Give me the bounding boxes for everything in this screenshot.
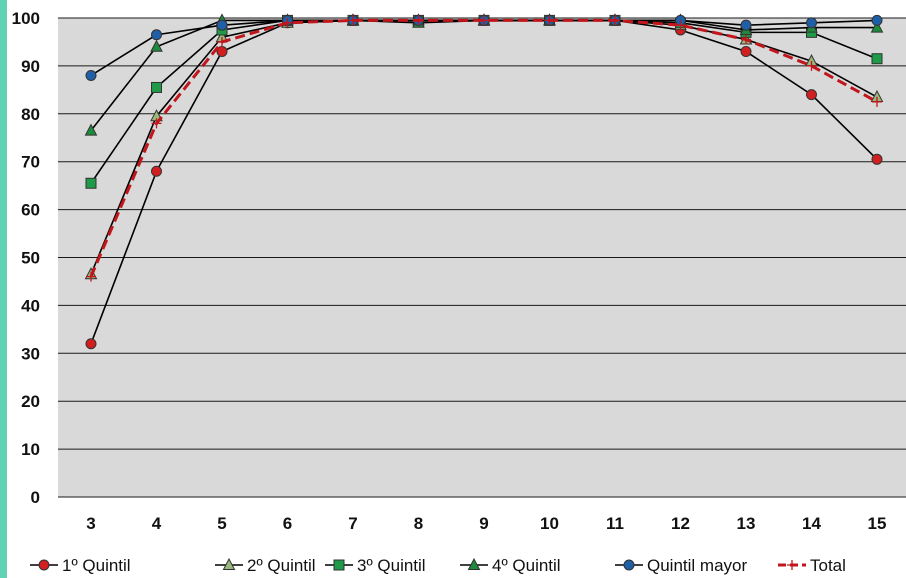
data-point: [872, 96, 882, 107]
data-point: [151, 81, 162, 93]
x-tick-label: 14: [802, 514, 821, 533]
legend-item-1: 2º Quintil: [215, 556, 316, 575]
y-tick-label: 100: [12, 9, 40, 28]
legend-label: Quintil mayor: [647, 556, 747, 575]
data-point: [217, 36, 227, 47]
left-edge-strip: [0, 0, 7, 578]
y-tick-label: 80: [21, 105, 40, 124]
y-tick-label: 70: [21, 153, 40, 172]
data-point: [85, 338, 97, 350]
data-point: [806, 17, 817, 29]
x-tick-label: 3: [86, 514, 95, 533]
x-tick-label: 11: [606, 514, 624, 533]
x-tick-label: 10: [540, 514, 559, 533]
data-point: [610, 15, 620, 26]
legend-label: 4º Quintil: [492, 556, 561, 575]
series-layer: [84, 13, 884, 350]
data-point: [675, 20, 686, 31]
legend-swatch-marker: [38, 559, 50, 571]
x-tick-label: 13: [737, 514, 756, 533]
y-tick-label: 40: [21, 296, 40, 315]
y-axis-tick-labels: 0 10 20 30 40 50 60 70 80 90 100: [12, 9, 40, 507]
legend-swatch-marker: [623, 559, 635, 571]
legend-label: Total: [810, 556, 846, 575]
x-tick-label: 9: [479, 514, 488, 533]
legend: 1º Quintil 2º Quintil 3º Quintil 4º Quintil…: [30, 556, 846, 575]
legend-swatch-marker: [467, 557, 481, 570]
legend-label: 1º Quintil: [62, 556, 131, 575]
data-point: [806, 89, 817, 101]
data-point: [871, 53, 883, 65]
x-tick-label: 4: [152, 514, 162, 533]
legend-swatch-marker: [222, 557, 236, 570]
data-point: [85, 69, 97, 81]
y-tick-label: 0: [31, 488, 40, 507]
x-tick-label: 5: [217, 514, 226, 533]
y-tick-label: 50: [21, 249, 40, 268]
y-tick-label: 90: [21, 57, 40, 76]
data-point: [86, 271, 96, 282]
data-point: [151, 29, 162, 41]
legend-item-3: 4º Quintil: [460, 556, 561, 575]
legend-item-4: Quintil mayor: [615, 556, 747, 575]
y-tick-label: 20: [21, 392, 40, 411]
data-point: [806, 60, 817, 71]
data-point: [84, 123, 98, 136]
data-point: [740, 19, 752, 31]
data-point: [85, 177, 97, 189]
data-point: [151, 165, 162, 177]
data-point: [413, 15, 424, 26]
legend-label: 2º Quintil: [247, 556, 316, 575]
y-tick-label: 10: [21, 440, 40, 459]
x-tick-label: 7: [348, 514, 357, 533]
x-tick-label: 8: [414, 514, 423, 533]
legend-item-0: 1º Quintil: [30, 556, 131, 575]
x-tick-label: 15: [868, 514, 887, 533]
data-point: [151, 118, 162, 129]
x-tick-label: 12: [671, 514, 690, 533]
data-point: [871, 14, 883, 26]
data-point: [216, 19, 228, 31]
legend-label: 3º Quintil: [357, 556, 426, 575]
x-axis-tick-labels: 3 4 5 6 7 8 9 10 11 12 13 14 15: [86, 514, 886, 533]
legend-item-5: Total: [778, 556, 846, 575]
data-point: [871, 153, 883, 165]
legend-swatch-marker: [333, 559, 345, 571]
data-point: [282, 17, 293, 28]
data-point: [150, 39, 163, 52]
data-point: [348, 15, 358, 26]
data-point: [740, 46, 752, 58]
data-point: [479, 15, 489, 26]
legend-item-2: 3º Quintil: [325, 556, 426, 575]
data-point: [741, 34, 751, 45]
y-tick-label: 30: [21, 344, 40, 363]
y-tick-label: 60: [21, 201, 40, 220]
data-point: [870, 20, 884, 33]
legend-swatch-marker: [787, 560, 797, 570]
series-5: [86, 15, 882, 282]
x-tick-label: 6: [283, 514, 292, 533]
data-point: [544, 15, 555, 26]
